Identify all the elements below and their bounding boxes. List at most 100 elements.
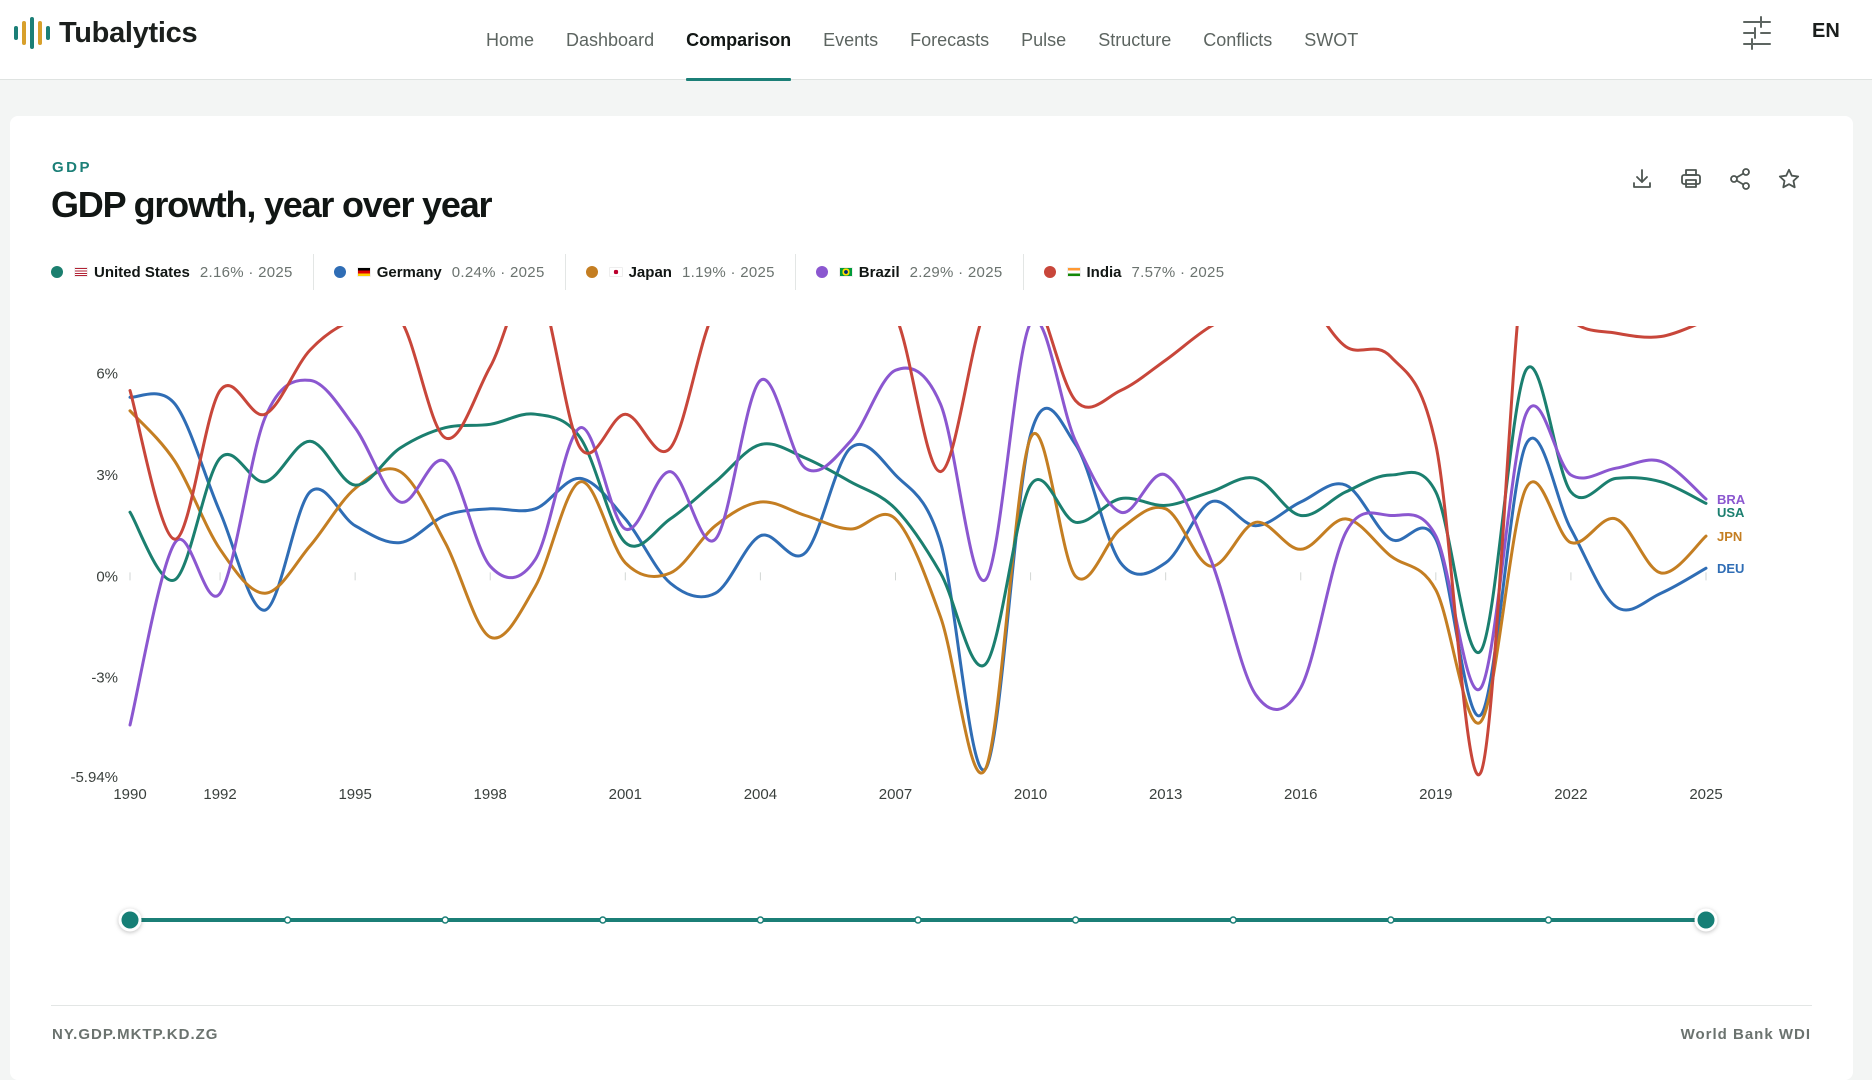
x-tick-label: 1992	[203, 786, 236, 803]
series-end-label-jpn: JPN	[1717, 529, 1742, 544]
logo-bar	[38, 21, 42, 45]
app-logo[interactable]: Tubalytics	[14, 16, 198, 50]
legend-color-dot	[585, 266, 598, 278]
filter-settings-button[interactable]	[1740, 16, 1774, 50]
legend-series-name: India	[1086, 263, 1122, 281]
legend-latest-value: 0.24% · 2025	[451, 263, 545, 281]
jp-flag-icon	[608, 267, 623, 277]
us-flag-icon	[74, 267, 88, 277]
nav-item-structure[interactable]: Structure	[1098, 29, 1172, 50]
range-slider-step	[1544, 916, 1553, 924]
share-icon	[1730, 168, 1750, 190]
range-slider-step	[756, 916, 765, 924]
x-tick-label: 2001	[609, 786, 642, 803]
x-tick-label: 2007	[879, 786, 912, 803]
x-tick-label: 2013	[1149, 786, 1182, 803]
y-tick-label: -5.94%	[70, 769, 118, 786]
chart-title: GDP growth, year over year	[51, 184, 493, 225]
range-slider-step	[441, 916, 449, 924]
series-line-usa	[128, 365, 1708, 668]
range-slider-step	[1387, 916, 1395, 924]
nav-item-comparison[interactable]: Comparison	[670, 0, 807, 81]
sliders-icon	[1743, 16, 1771, 50]
logo-bar	[22, 21, 26, 45]
gdp-growth-line-chart: 9.69%9%6%3%0%-3%-5.94%199019921995199820…	[70, 326, 1746, 932]
x-tick-label: 2016	[1284, 786, 1317, 803]
in-flag-icon	[1066, 267, 1081, 277]
series-end-label-ind: IND	[1717, 326, 1739, 329]
x-tick-label: 2025	[1689, 786, 1722, 803]
legend-latest-value: 2.29% · 2025	[909, 263, 1003, 281]
de-flag-icon	[356, 267, 371, 277]
range-slider-start-handle[interactable]	[118, 908, 142, 932]
range-slider-end-handle[interactable]	[1694, 908, 1718, 932]
series-end-label-bra: BRA	[1717, 492, 1746, 507]
app-name: Tubalytics	[59, 16, 198, 49]
series-line-jpn	[128, 409, 1708, 775]
series-line-ind	[128, 326, 1697, 777]
range-slider-step	[1071, 916, 1080, 924]
legend-color-dot	[333, 266, 346, 278]
legend-color-dot	[815, 266, 828, 278]
nav-item-conflicts[interactable]: Conflicts	[1203, 29, 1273, 50]
language-selector[interactable]: EN	[1812, 20, 1840, 42]
x-tick-label: 1998	[474, 786, 507, 803]
x-tick-label: 1995	[338, 786, 371, 803]
range-slider-step	[1229, 916, 1237, 924]
legend-item-brazil[interactable]: Brazil 2.29% · 2025	[796, 254, 1024, 290]
legend-series-name: Germany	[376, 263, 442, 281]
nav-item-dashboard[interactable]: Dashboard	[566, 29, 655, 50]
legend-latest-value: 1.19% · 2025	[681, 263, 775, 281]
indicator-code: NY.GDP.MKTP.KD.ZG	[52, 1026, 219, 1043]
favorite-button[interactable]	[1774, 164, 1804, 194]
y-tick-label: -3%	[91, 670, 118, 687]
download-button[interactable]	[1627, 164, 1657, 194]
x-tick-label: 2022	[1554, 786, 1587, 803]
series-end-label-deu: DEU	[1717, 561, 1744, 576]
legend-color-dot	[51, 266, 63, 278]
legend-item-india[interactable]: India 7.57% · 2025	[1024, 254, 1245, 290]
print-icon	[1681, 169, 1701, 188]
x-tick-label: 2019	[1419, 786, 1452, 803]
x-tick-label: 2004	[744, 786, 777, 803]
legend-color-dot	[1043, 266, 1056, 278]
x-tick-label: 2010	[1014, 786, 1047, 803]
legend-item-united-states[interactable]: United States 2.16% · 2025	[51, 254, 314, 290]
legend-latest-value: 7.57% · 2025	[1131, 263, 1225, 281]
top-navigation-bar: Tubalytics Home Dashboard Comparison Events…	[0, 0, 1872, 81]
series-end-label-usa: USA	[1717, 505, 1745, 520]
series-line-deu	[128, 392, 1708, 772]
nav-item-pulse[interactable]: Pulse	[1021, 29, 1067, 50]
logo-bar	[46, 26, 50, 40]
legend-series-name: United States	[94, 263, 190, 281]
range-slider-step	[914, 916, 922, 924]
logo-bars-icon	[14, 16, 50, 50]
x-tick-label: 1990	[113, 786, 146, 803]
br-flag-icon	[838, 267, 853, 277]
nav-item-home[interactable]: Home	[486, 29, 535, 50]
main-nav: Home Dashboard Comparison Events Forecasts Pu…	[470, 0, 1374, 81]
legend-series-name: Japan	[628, 263, 672, 281]
footer-divider	[51, 1005, 1812, 1006]
share-button[interactable]	[1725, 164, 1755, 194]
nav-item-swot[interactable]: SWOT	[1304, 29, 1359, 50]
data-source: World Bank WDI	[1680, 1026, 1811, 1043]
nav-item-events[interactable]: Events	[823, 29, 879, 50]
star-icon	[1778, 168, 1800, 189]
legend-item-germany[interactable]: Germany 0.24% · 2025	[314, 254, 566, 290]
print-button[interactable]	[1676, 164, 1706, 194]
legend-item-japan[interactable]: Japan 1.19% · 2025	[566, 254, 796, 290]
series-line-bra	[128, 326, 1708, 727]
legend-series-name: Brazil	[858, 263, 900, 281]
y-tick-label: 0%	[96, 568, 118, 585]
nav-item-forecasts[interactable]: Forecasts	[910, 29, 990, 50]
indicator-category: GDP	[52, 159, 93, 176]
card-actions	[1627, 164, 1804, 194]
download-icon	[1633, 169, 1651, 188]
range-slider-step	[283, 916, 292, 924]
series-legend: United States 2.16% · 2025 Germany 0.24% · …	[51, 254, 1244, 290]
logo-bar	[30, 17, 34, 49]
legend-latest-value: 2.16% · 2025	[199, 263, 293, 281]
range-slider-step	[599, 916, 607, 924]
y-tick-label: 6%	[96, 366, 118, 383]
